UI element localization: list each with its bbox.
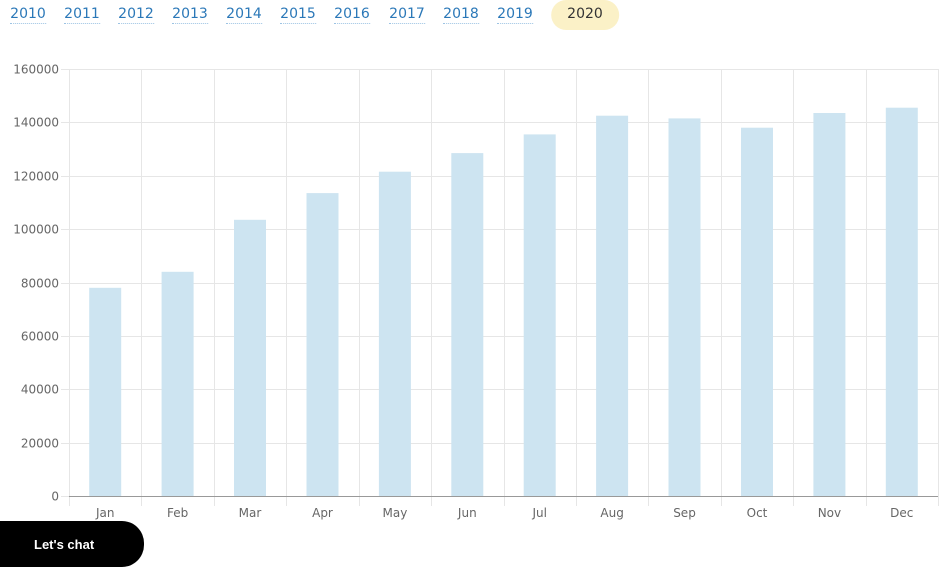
x-tick-label: Jul: [531, 506, 546, 520]
y-tick-label: 60000: [21, 330, 59, 344]
year-tab-2020[interactable]: 2020: [551, 0, 619, 30]
bar-mar[interactable]: [234, 219, 266, 497]
year-tab-label: 2011: [64, 6, 100, 24]
bar-dec[interactable]: [885, 107, 918, 496]
year-tab-label: 2013: [172, 6, 208, 24]
bar-nov[interactable]: [813, 113, 846, 496]
y-tick-label: 80000: [21, 277, 59, 291]
year-tab-2010[interactable]: 2010: [10, 0, 46, 30]
year-tab-2017[interactable]: 2017: [389, 0, 425, 30]
x-tick-label: Aug: [600, 506, 623, 520]
y-tick-label: 40000: [21, 383, 59, 397]
year-tab-2019[interactable]: 2019: [497, 0, 533, 30]
y-tick-label: 120000: [13, 170, 59, 184]
x-tick-label: Oct: [747, 506, 768, 520]
grid-layer: [69, 69, 939, 506]
year-tab-label: 2012: [118, 6, 154, 24]
lets-chat-button[interactable]: Let's chat: [0, 521, 144, 567]
bar-apr[interactable]: [306, 193, 339, 496]
y-tick-label: 140000: [13, 116, 59, 130]
x-tick-label: Jan: [95, 506, 115, 520]
year-tab-2013[interactable]: 2013: [172, 0, 208, 30]
year-tab-2012[interactable]: 2012: [118, 0, 154, 30]
x-tick-label: Jun: [457, 506, 477, 520]
x-tick-label: Sep: [673, 506, 696, 520]
bar-feb[interactable]: [161, 271, 194, 496]
x-tick-label: Mar: [239, 506, 262, 520]
year-tab-label: 2014: [226, 6, 262, 24]
x-tick-label: Apr: [312, 506, 333, 520]
bar-may[interactable]: [378, 171, 411, 496]
year-tab-label: 2019: [497, 6, 533, 24]
y-tick-label: 100000: [13, 223, 59, 237]
y-tick-label: 0: [51, 490, 59, 504]
year-tab-2018[interactable]: 2018: [443, 0, 479, 30]
year-tab-label: 2017: [389, 6, 425, 24]
x-tick-label: Nov: [818, 506, 841, 520]
year-tab-label: 2015: [280, 6, 316, 24]
bar-sep[interactable]: [668, 118, 701, 497]
bars-layer: [89, 107, 918, 497]
y-tick-label: 160000: [13, 63, 59, 77]
year-tab-label: 2018: [443, 6, 479, 24]
x-tick-label: May: [382, 506, 407, 520]
year-tab-2011[interactable]: 2011: [64, 0, 100, 30]
x-tick-label: Feb: [167, 506, 188, 520]
bar-jun[interactable]: [451, 153, 484, 496]
year-tab-2014[interactable]: 2014: [226, 0, 262, 30]
bar-jul[interactable]: [523, 134, 556, 496]
bar-jan[interactable]: [89, 287, 122, 496]
year-tab-label: 2016: [334, 6, 370, 24]
year-tab-label: 2020: [567, 6, 603, 22]
bar-aug[interactable]: [596, 115, 629, 496]
axis-layer: [61, 69, 938, 497]
bar-oct[interactable]: [741, 127, 773, 496]
year-tab-label: 2010: [10, 6, 46, 24]
x-tick-label: Dec: [890, 506, 913, 520]
year-tab-2016[interactable]: 2016: [334, 0, 370, 30]
y-tick-label: 20000: [21, 437, 59, 451]
year-tab-2015[interactable]: 2015: [280, 0, 316, 30]
labels-layer: 0 20000 40000 60000 80000 100000 120000 140000 1…: [13, 63, 913, 521]
year-tabs: 2010 2011 2012 2013 2014 2015 2016 2017 2018 2019…: [0, 0, 948, 32]
